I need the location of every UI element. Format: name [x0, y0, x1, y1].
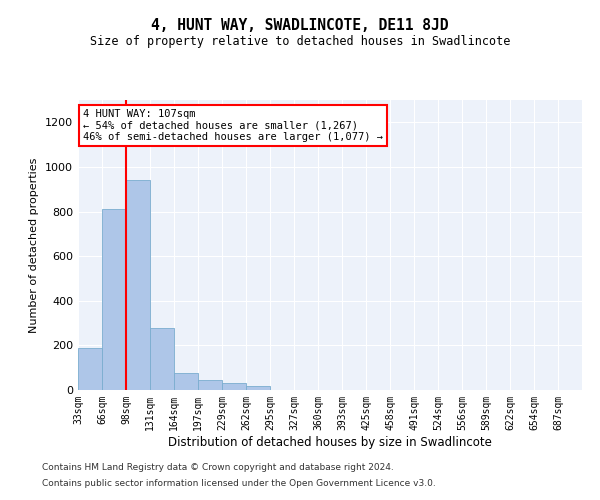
Bar — [246, 386, 270, 390]
X-axis label: Distribution of detached houses by size in Swadlincote: Distribution of detached houses by size … — [168, 436, 492, 448]
Text: 4, HUNT WAY, SWADLINCOTE, DE11 8JD: 4, HUNT WAY, SWADLINCOTE, DE11 8JD — [151, 18, 449, 32]
Bar — [222, 383, 246, 390]
Text: Contains public sector information licensed under the Open Government Licence v3: Contains public sector information licen… — [42, 478, 436, 488]
Bar — [102, 210, 126, 390]
Text: Size of property relative to detached houses in Swadlincote: Size of property relative to detached ho… — [90, 35, 510, 48]
Bar — [150, 328, 174, 390]
Text: 4 HUNT WAY: 107sqm
← 54% of detached houses are smaller (1,267)
46% of semi-deta: 4 HUNT WAY: 107sqm ← 54% of detached hou… — [83, 108, 383, 142]
Bar — [78, 348, 102, 390]
Bar — [198, 380, 222, 390]
Bar — [126, 180, 150, 390]
Text: Contains HM Land Registry data © Crown copyright and database right 2024.: Contains HM Land Registry data © Crown c… — [42, 464, 394, 472]
Bar — [174, 374, 198, 390]
Y-axis label: Number of detached properties: Number of detached properties — [29, 158, 40, 332]
